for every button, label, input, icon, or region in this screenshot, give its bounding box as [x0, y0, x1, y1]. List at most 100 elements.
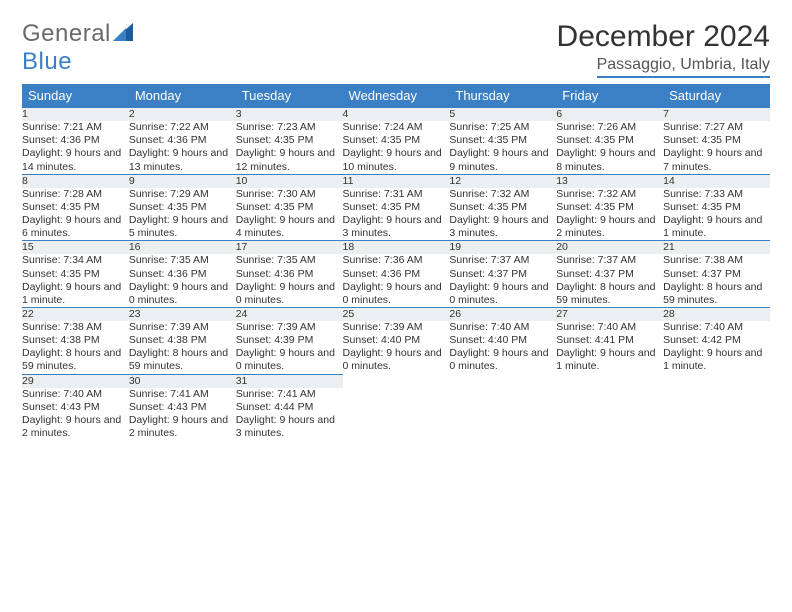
day-number: 1 — [22, 108, 129, 122]
daylight-text: Daylight: 8 hours and 59 minutes. — [129, 347, 236, 373]
sunrise-text: Sunrise: 7:35 AM — [129, 254, 236, 267]
sunset-text: Sunset: 4:35 PM — [22, 268, 129, 281]
daylight-text: Daylight: 8 hours and 59 minutes. — [663, 281, 770, 307]
day-number: 29 — [22, 374, 129, 388]
weekday-header: Friday — [556, 84, 663, 108]
sunrise-text: Sunrise: 7:24 AM — [343, 121, 450, 134]
day-number: 23 — [129, 307, 236, 321]
weekday-header: Thursday — [449, 84, 556, 108]
weekday-header: Wednesday — [343, 84, 450, 108]
day-cell: Sunrise: 7:40 AMSunset: 4:41 PMDaylight:… — [556, 321, 663, 374]
day-number: 18 — [343, 241, 450, 255]
sunrise-text: Sunrise: 7:40 AM — [556, 321, 663, 334]
day-cell: Sunrise: 7:29 AMSunset: 4:35 PMDaylight:… — [129, 188, 236, 241]
day-cell: Sunrise: 7:31 AMSunset: 4:35 PMDaylight:… — [343, 188, 450, 241]
day-cell: Sunrise: 7:35 AMSunset: 4:36 PMDaylight:… — [129, 254, 236, 307]
sunrise-text: Sunrise: 7:22 AM — [129, 121, 236, 134]
day-cell: Sunrise: 7:33 AMSunset: 4:35 PMDaylight:… — [663, 188, 770, 241]
day-content-row: Sunrise: 7:21 AMSunset: 4:36 PMDaylight:… — [22, 121, 770, 174]
daylight-text: Daylight: 9 hours and 0 minutes. — [449, 281, 556, 307]
sail-icon — [113, 20, 133, 47]
sunset-text: Sunset: 4:36 PM — [129, 268, 236, 281]
sunset-text: Sunset: 4:40 PM — [343, 334, 450, 347]
sunrise-text: Sunrise: 7:23 AM — [236, 121, 343, 134]
day-number: 10 — [236, 174, 343, 188]
sunrise-text: Sunrise: 7:39 AM — [343, 321, 450, 334]
day-content-row: Sunrise: 7:34 AMSunset: 4:35 PMDaylight:… — [22, 254, 770, 307]
daylight-text: Daylight: 9 hours and 0 minutes. — [129, 281, 236, 307]
sunrise-text: Sunrise: 7:38 AM — [663, 254, 770, 267]
day-number-row: 1234567 — [22, 108, 770, 122]
day-cell: Sunrise: 7:21 AMSunset: 4:36 PMDaylight:… — [22, 121, 129, 174]
sunset-text: Sunset: 4:36 PM — [22, 134, 129, 147]
sunrise-text: Sunrise: 7:35 AM — [236, 254, 343, 267]
day-cell: Sunrise: 7:35 AMSunset: 4:36 PMDaylight:… — [236, 254, 343, 307]
sunrise-text: Sunrise: 7:34 AM — [22, 254, 129, 267]
day-cell: Sunrise: 7:39 AMSunset: 4:38 PMDaylight:… — [129, 321, 236, 374]
daylight-text: Daylight: 9 hours and 13 minutes. — [129, 147, 236, 173]
day-number — [663, 374, 770, 388]
daylight-text: Daylight: 9 hours and 0 minutes. — [236, 281, 343, 307]
weekday-header: Tuesday — [236, 84, 343, 108]
daylight-text: Daylight: 9 hours and 3 minutes. — [449, 214, 556, 240]
day-number: 2 — [129, 108, 236, 122]
daylight-text: Daylight: 9 hours and 1 minute. — [663, 214, 770, 240]
day-cell: Sunrise: 7:32 AMSunset: 4:35 PMDaylight:… — [449, 188, 556, 241]
day-number: 24 — [236, 307, 343, 321]
sunrise-text: Sunrise: 7:27 AM — [663, 121, 770, 134]
sunset-text: Sunset: 4:44 PM — [236, 401, 343, 414]
day-cell: Sunrise: 7:38 AMSunset: 4:37 PMDaylight:… — [663, 254, 770, 307]
day-number — [449, 374, 556, 388]
day-number: 17 — [236, 241, 343, 255]
day-number: 21 — [663, 241, 770, 255]
sunset-text: Sunset: 4:36 PM — [129, 134, 236, 147]
logo: General Blue — [22, 20, 133, 76]
day-number: 14 — [663, 174, 770, 188]
sunset-text: Sunset: 4:35 PM — [236, 134, 343, 147]
sunrise-text: Sunrise: 7:37 AM — [449, 254, 556, 267]
sunset-text: Sunset: 4:35 PM — [343, 201, 450, 214]
day-cell: Sunrise: 7:24 AMSunset: 4:35 PMDaylight:… — [343, 121, 450, 174]
day-number-row: 15161718192021 — [22, 241, 770, 255]
day-cell — [343, 388, 450, 441]
sunset-text: Sunset: 4:35 PM — [556, 134, 663, 147]
day-number-row: 22232425262728 — [22, 307, 770, 321]
weekday-header: Monday — [129, 84, 236, 108]
sunrise-text: Sunrise: 7:39 AM — [129, 321, 236, 334]
day-cell: Sunrise: 7:40 AMSunset: 4:43 PMDaylight:… — [22, 388, 129, 441]
daylight-text: Daylight: 9 hours and 1 minute. — [22, 281, 129, 307]
sunset-text: Sunset: 4:43 PM — [129, 401, 236, 414]
day-cell: Sunrise: 7:25 AMSunset: 4:35 PMDaylight:… — [449, 121, 556, 174]
day-number: 22 — [22, 307, 129, 321]
sunrise-text: Sunrise: 7:40 AM — [663, 321, 770, 334]
sunrise-text: Sunrise: 7:37 AM — [556, 254, 663, 267]
weekday-header: Saturday — [663, 84, 770, 108]
sunset-text: Sunset: 4:37 PM — [556, 268, 663, 281]
sunrise-text: Sunrise: 7:40 AM — [22, 388, 129, 401]
day-number — [343, 374, 450, 388]
sunrise-text: Sunrise: 7:39 AM — [236, 321, 343, 334]
day-cell: Sunrise: 7:41 AMSunset: 4:44 PMDaylight:… — [236, 388, 343, 441]
sunset-text: Sunset: 4:39 PM — [236, 334, 343, 347]
day-number: 26 — [449, 307, 556, 321]
calendar-body: 1234567Sunrise: 7:21 AMSunset: 4:36 PMDa… — [22, 108, 770, 441]
day-number: 15 — [22, 241, 129, 255]
daylight-text: Daylight: 9 hours and 3 minutes. — [343, 214, 450, 240]
day-cell: Sunrise: 7:40 AMSunset: 4:40 PMDaylight:… — [449, 321, 556, 374]
day-cell: Sunrise: 7:39 AMSunset: 4:39 PMDaylight:… — [236, 321, 343, 374]
sunset-text: Sunset: 4:35 PM — [343, 134, 450, 147]
day-number: 9 — [129, 174, 236, 188]
day-cell: Sunrise: 7:26 AMSunset: 4:35 PMDaylight:… — [556, 121, 663, 174]
daylight-text: Daylight: 8 hours and 59 minutes. — [556, 281, 663, 307]
sunrise-text: Sunrise: 7:25 AM — [449, 121, 556, 134]
sunset-text: Sunset: 4:35 PM — [449, 134, 556, 147]
sunrise-text: Sunrise: 7:28 AM — [22, 188, 129, 201]
day-cell: Sunrise: 7:40 AMSunset: 4:42 PMDaylight:… — [663, 321, 770, 374]
day-number: 5 — [449, 108, 556, 122]
sunrise-text: Sunrise: 7:41 AM — [236, 388, 343, 401]
sunset-text: Sunset: 4:36 PM — [236, 268, 343, 281]
day-number: 8 — [22, 174, 129, 188]
sunset-text: Sunset: 4:35 PM — [129, 201, 236, 214]
daylight-text: Daylight: 9 hours and 5 minutes. — [129, 214, 236, 240]
day-cell: Sunrise: 7:41 AMSunset: 4:43 PMDaylight:… — [129, 388, 236, 441]
